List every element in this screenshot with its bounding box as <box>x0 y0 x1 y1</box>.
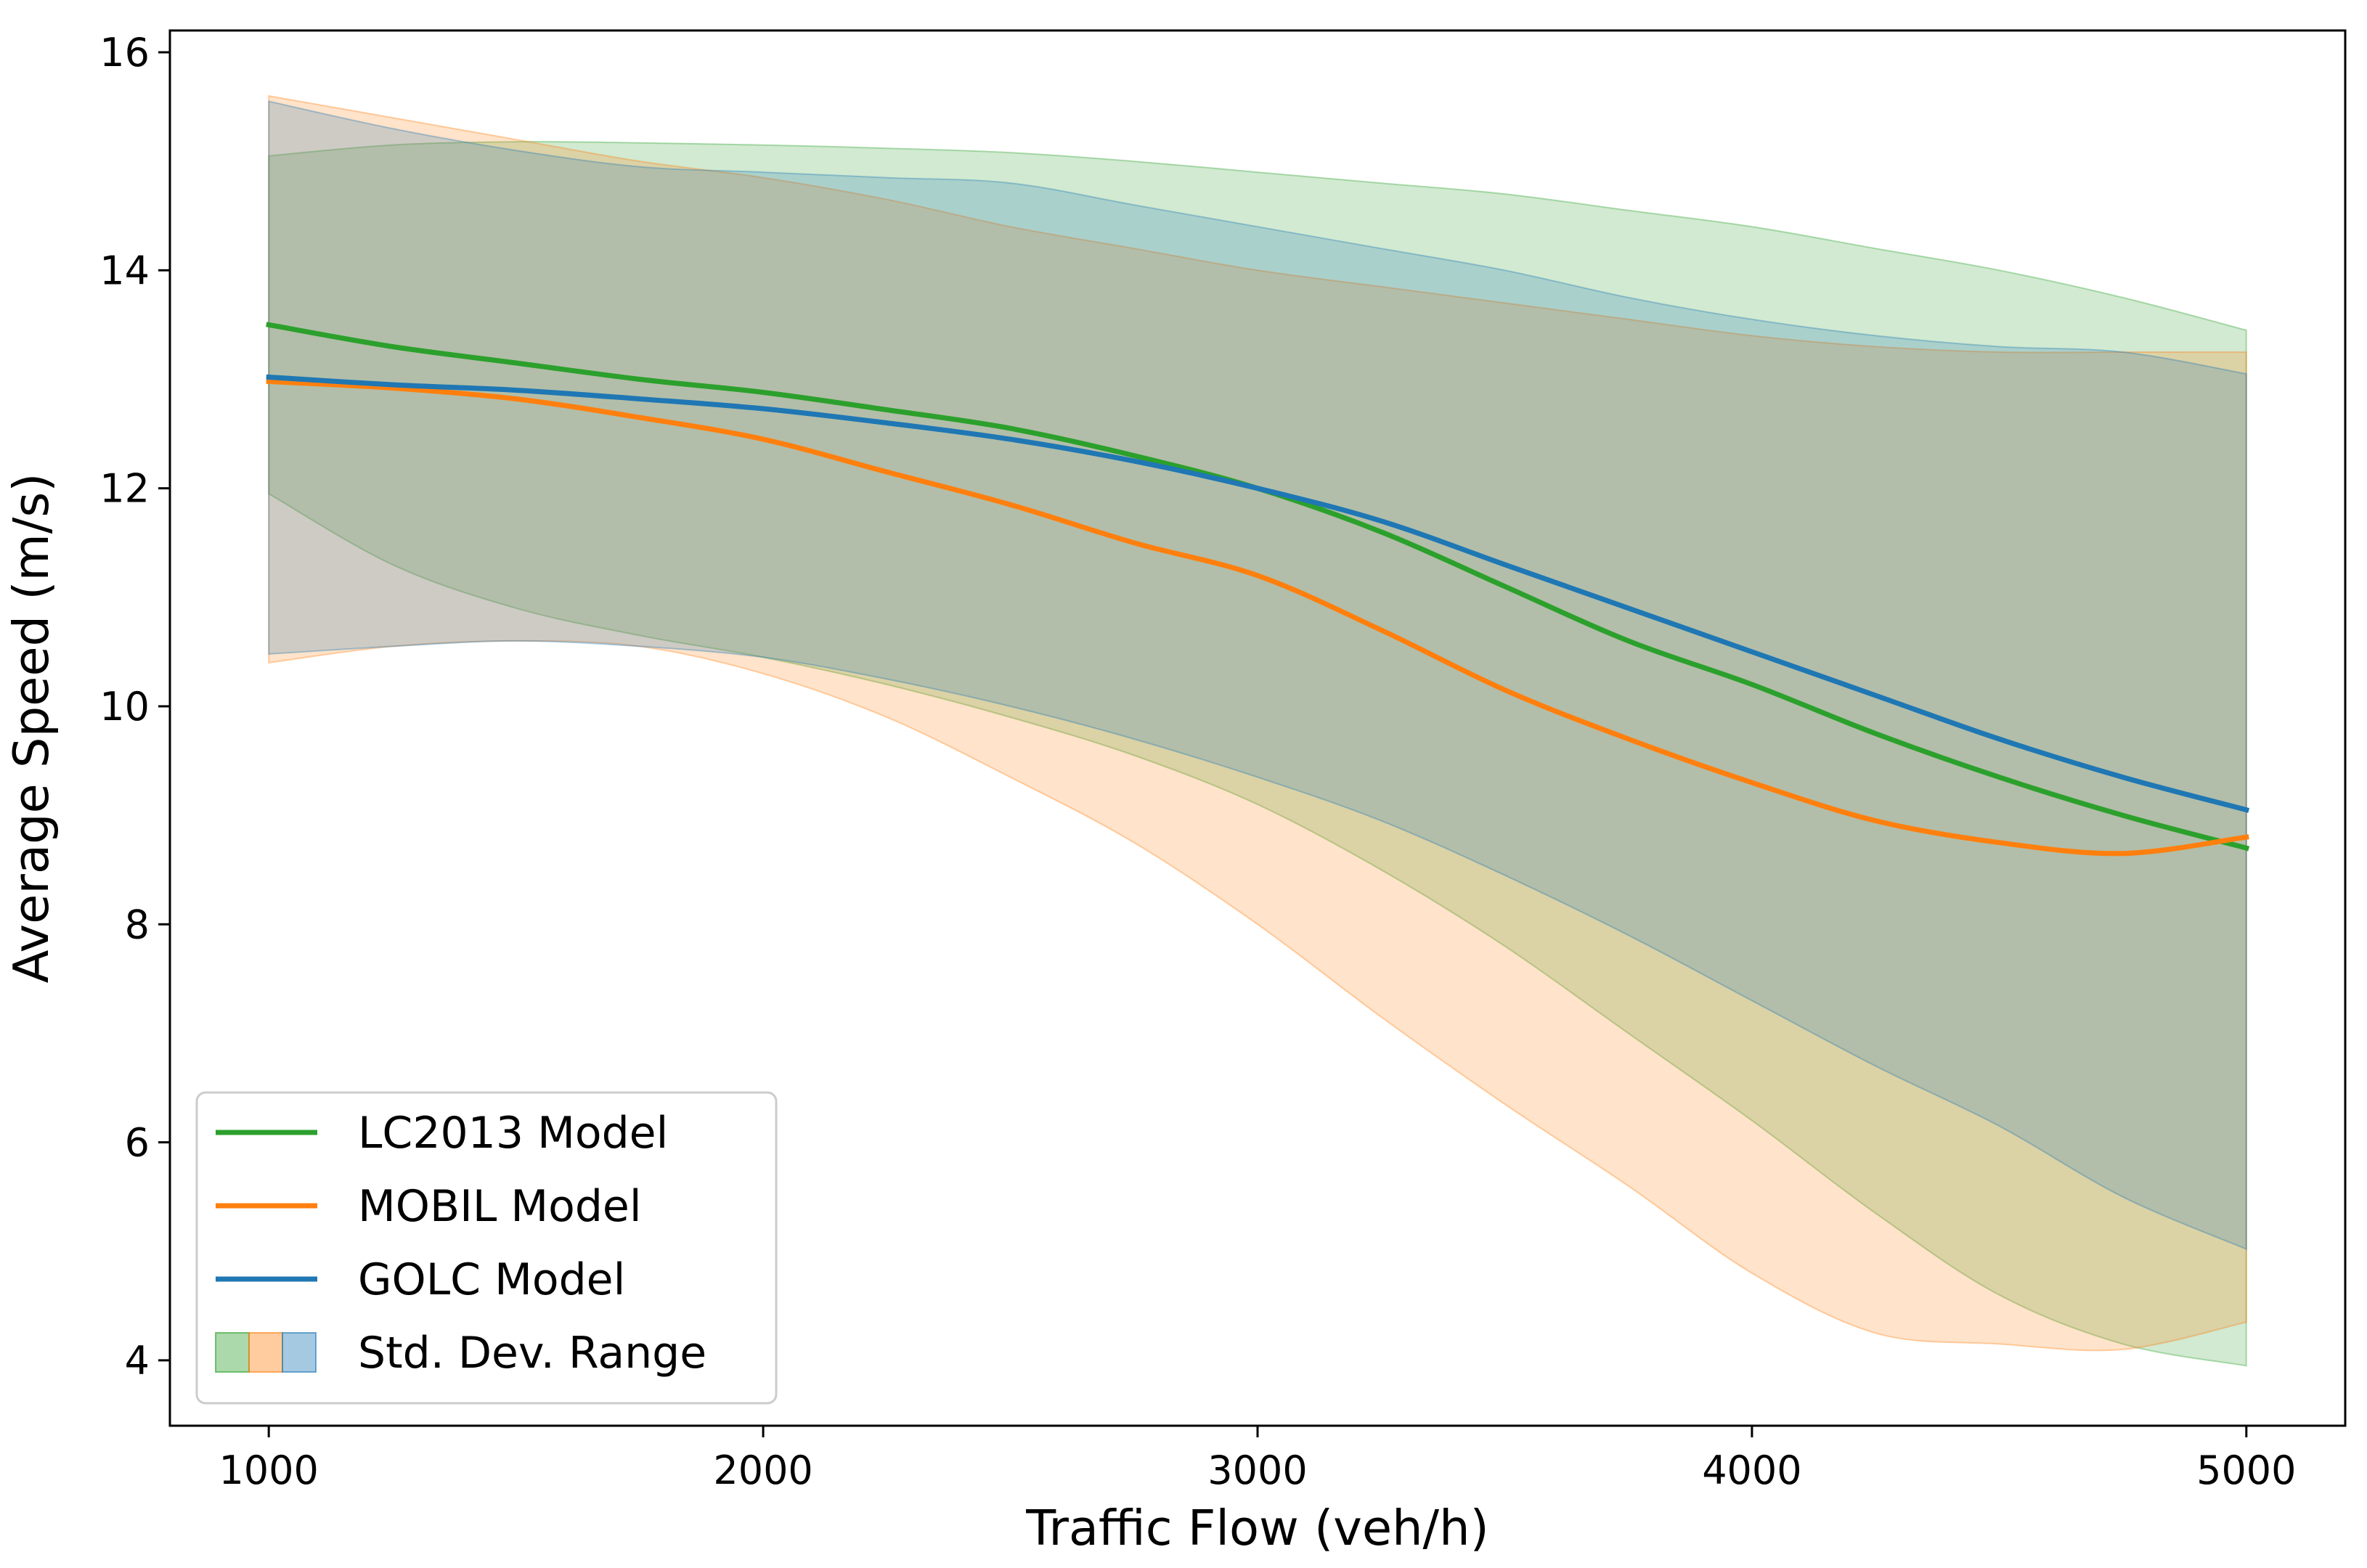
x-tick-label: 4000 <box>1702 1447 1801 1493</box>
line-mobil-model <box>266 378 2249 857</box>
legend-frame <box>195 1091 778 1405</box>
x-tick-label: 5000 <box>2196 1447 2296 1493</box>
y-tick-label: 12 <box>99 466 150 512</box>
legend-label: LC2013 Model <box>358 1108 668 1159</box>
legend-label: MOBIL Model <box>358 1181 642 1232</box>
x-tick-label: 3000 <box>1207 1447 1307 1493</box>
x-axis-ticks: 1000 2000 3000 4000 5000 <box>219 1426 2297 1493</box>
legend-label: Std. Dev. Range <box>358 1328 706 1379</box>
legend-band-swatch <box>215 1332 250 1373</box>
legend: LC2013 Model MOBIL Model GOLC Model Std. De… <box>195 1091 778 1405</box>
y-tick-label: 14 <box>99 248 150 293</box>
legend-band-swatch <box>248 1332 283 1373</box>
std-dev-band-golc-model <box>268 100 2247 1251</box>
std-dev-band-lc2013-model <box>268 141 2247 1367</box>
legend-label: GOLC Model <box>358 1254 625 1305</box>
x-axis-title: Traffic Flow (veh/h) <box>1025 1500 1488 1556</box>
y-tick-label: 16 <box>99 30 150 75</box>
x-tick-label: 1000 <box>219 1447 318 1493</box>
legend-band-swatch <box>282 1332 317 1373</box>
y-axis-ticks: 4 6 8 10 12 14 16 <box>99 30 170 1384</box>
line-golc-model <box>266 374 2250 813</box>
y-tick-label: 10 <box>99 684 150 730</box>
x-tick-label: 2000 <box>713 1447 812 1493</box>
y-axis-title: Average Speed (m/s) <box>3 473 60 984</box>
y-tick-label: 4 <box>125 1338 150 1384</box>
y-tick-label: 8 <box>125 902 150 947</box>
series-lines <box>266 322 2250 857</box>
y-tick-label: 6 <box>125 1120 150 1166</box>
